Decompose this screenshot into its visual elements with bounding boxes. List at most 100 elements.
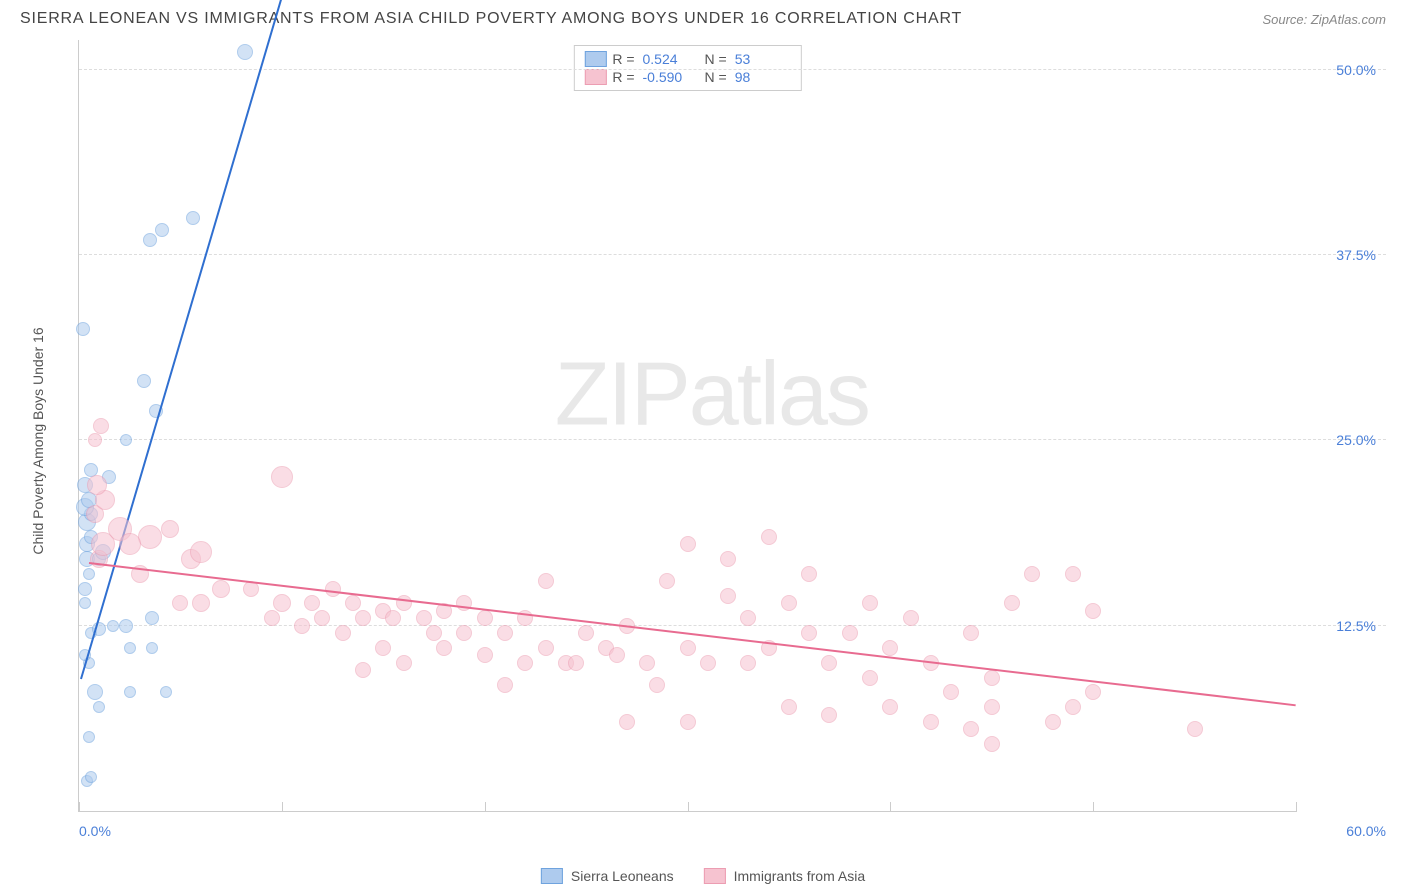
gridline-h [79, 439, 1386, 440]
x-tick [485, 802, 486, 812]
data-point [160, 686, 172, 698]
data-point [538, 640, 554, 656]
data-point [659, 573, 675, 589]
data-point [93, 701, 105, 713]
data-point [649, 677, 665, 693]
x-tick [688, 802, 689, 812]
data-point [1065, 566, 1081, 582]
data-point [355, 610, 371, 626]
swatch-series-1 [584, 51, 606, 67]
data-point [497, 625, 513, 641]
n-label: N = [705, 51, 727, 67]
chart-title: SIERRA LEONEAN VS IMMIGRANTS FROM ASIA C… [20, 10, 962, 28]
legend-label-1: Sierra Leoneans [571, 868, 674, 884]
data-point [963, 721, 979, 737]
data-point [740, 610, 756, 626]
series-legend: Sierra Leoneans Immigrants from Asia [541, 868, 865, 884]
x-tick [282, 802, 283, 812]
n-value-2: 98 [735, 69, 791, 85]
data-point [497, 677, 513, 693]
data-point [740, 655, 756, 671]
data-point [186, 211, 200, 225]
chart-header: SIERRA LEONEAN VS IMMIGRANTS FROM ASIA C… [0, 0, 1406, 34]
data-point [801, 625, 817, 641]
data-point [78, 582, 92, 596]
x-tick [890, 802, 891, 812]
data-point [237, 44, 253, 60]
data-point [124, 642, 136, 654]
legend-item-1: Sierra Leoneans [541, 868, 674, 884]
data-point [1004, 595, 1020, 611]
watermark-zip: ZIP [555, 344, 689, 444]
data-point [385, 610, 401, 626]
data-point [212, 580, 230, 598]
r-label: R = [612, 69, 634, 85]
x-tick [1296, 802, 1297, 812]
swatch-icon [704, 868, 726, 884]
scatter-plot: ZIPatlas R = 0.524 N = 53 R = -0.590 N =… [78, 40, 1296, 812]
data-point [120, 434, 132, 446]
data-point [155, 223, 169, 237]
data-point [143, 233, 157, 247]
data-point [172, 595, 188, 611]
data-point [345, 595, 361, 611]
legend-label-2: Immigrants from Asia [734, 868, 865, 884]
data-point [821, 707, 837, 723]
y-tick-label: 25.0% [1336, 432, 1376, 448]
data-point [85, 771, 97, 783]
data-point [639, 655, 655, 671]
data-point [264, 610, 280, 626]
data-point [923, 714, 939, 730]
watermark: ZIPatlas [555, 343, 869, 446]
data-point [963, 625, 979, 641]
data-point [578, 625, 594, 641]
data-point [271, 466, 293, 488]
chart-area: Child Poverty Among Boys Under 16 ZIPatl… [48, 40, 1386, 842]
data-point [984, 736, 1000, 752]
trend-line [80, 0, 283, 679]
data-point [456, 625, 472, 641]
data-point [477, 647, 493, 663]
data-point [538, 573, 554, 589]
data-point [517, 655, 533, 671]
data-point [294, 618, 310, 634]
data-point [87, 475, 107, 495]
watermark-atlas: atlas [689, 344, 869, 444]
x-tick-label-min: 0.0% [79, 823, 111, 839]
data-point [325, 581, 341, 597]
data-point [93, 418, 109, 434]
data-point [903, 610, 919, 626]
n-label: N = [705, 69, 727, 85]
data-point [273, 594, 291, 612]
data-point [700, 655, 716, 671]
data-point [335, 625, 351, 641]
data-point [842, 625, 858, 641]
data-point [137, 374, 151, 388]
data-point [192, 594, 210, 612]
legend-item-2: Immigrants from Asia [704, 868, 865, 884]
data-point [79, 597, 91, 609]
x-tick-label-max: 60.0% [1346, 823, 1386, 839]
x-tick [79, 802, 80, 812]
data-point [882, 699, 898, 715]
data-point [568, 655, 584, 671]
y-axis-label: Child Poverty Among Boys Under 16 [30, 327, 46, 554]
data-point [396, 655, 412, 671]
data-point [138, 525, 162, 549]
data-point [375, 640, 391, 656]
data-point [83, 568, 95, 580]
data-point [943, 684, 959, 700]
data-point [609, 647, 625, 663]
data-point [619, 714, 635, 730]
data-point [416, 610, 432, 626]
data-point [119, 533, 141, 555]
data-point [146, 642, 158, 654]
gridline-h [79, 69, 1386, 70]
r-value-2: -0.590 [643, 69, 699, 85]
data-point [1065, 699, 1081, 715]
n-value-1: 53 [735, 51, 791, 67]
r-label: R = [612, 51, 634, 67]
data-point [124, 686, 136, 698]
legend-row-2: R = -0.590 N = 98 [584, 68, 790, 86]
data-point [781, 595, 797, 611]
